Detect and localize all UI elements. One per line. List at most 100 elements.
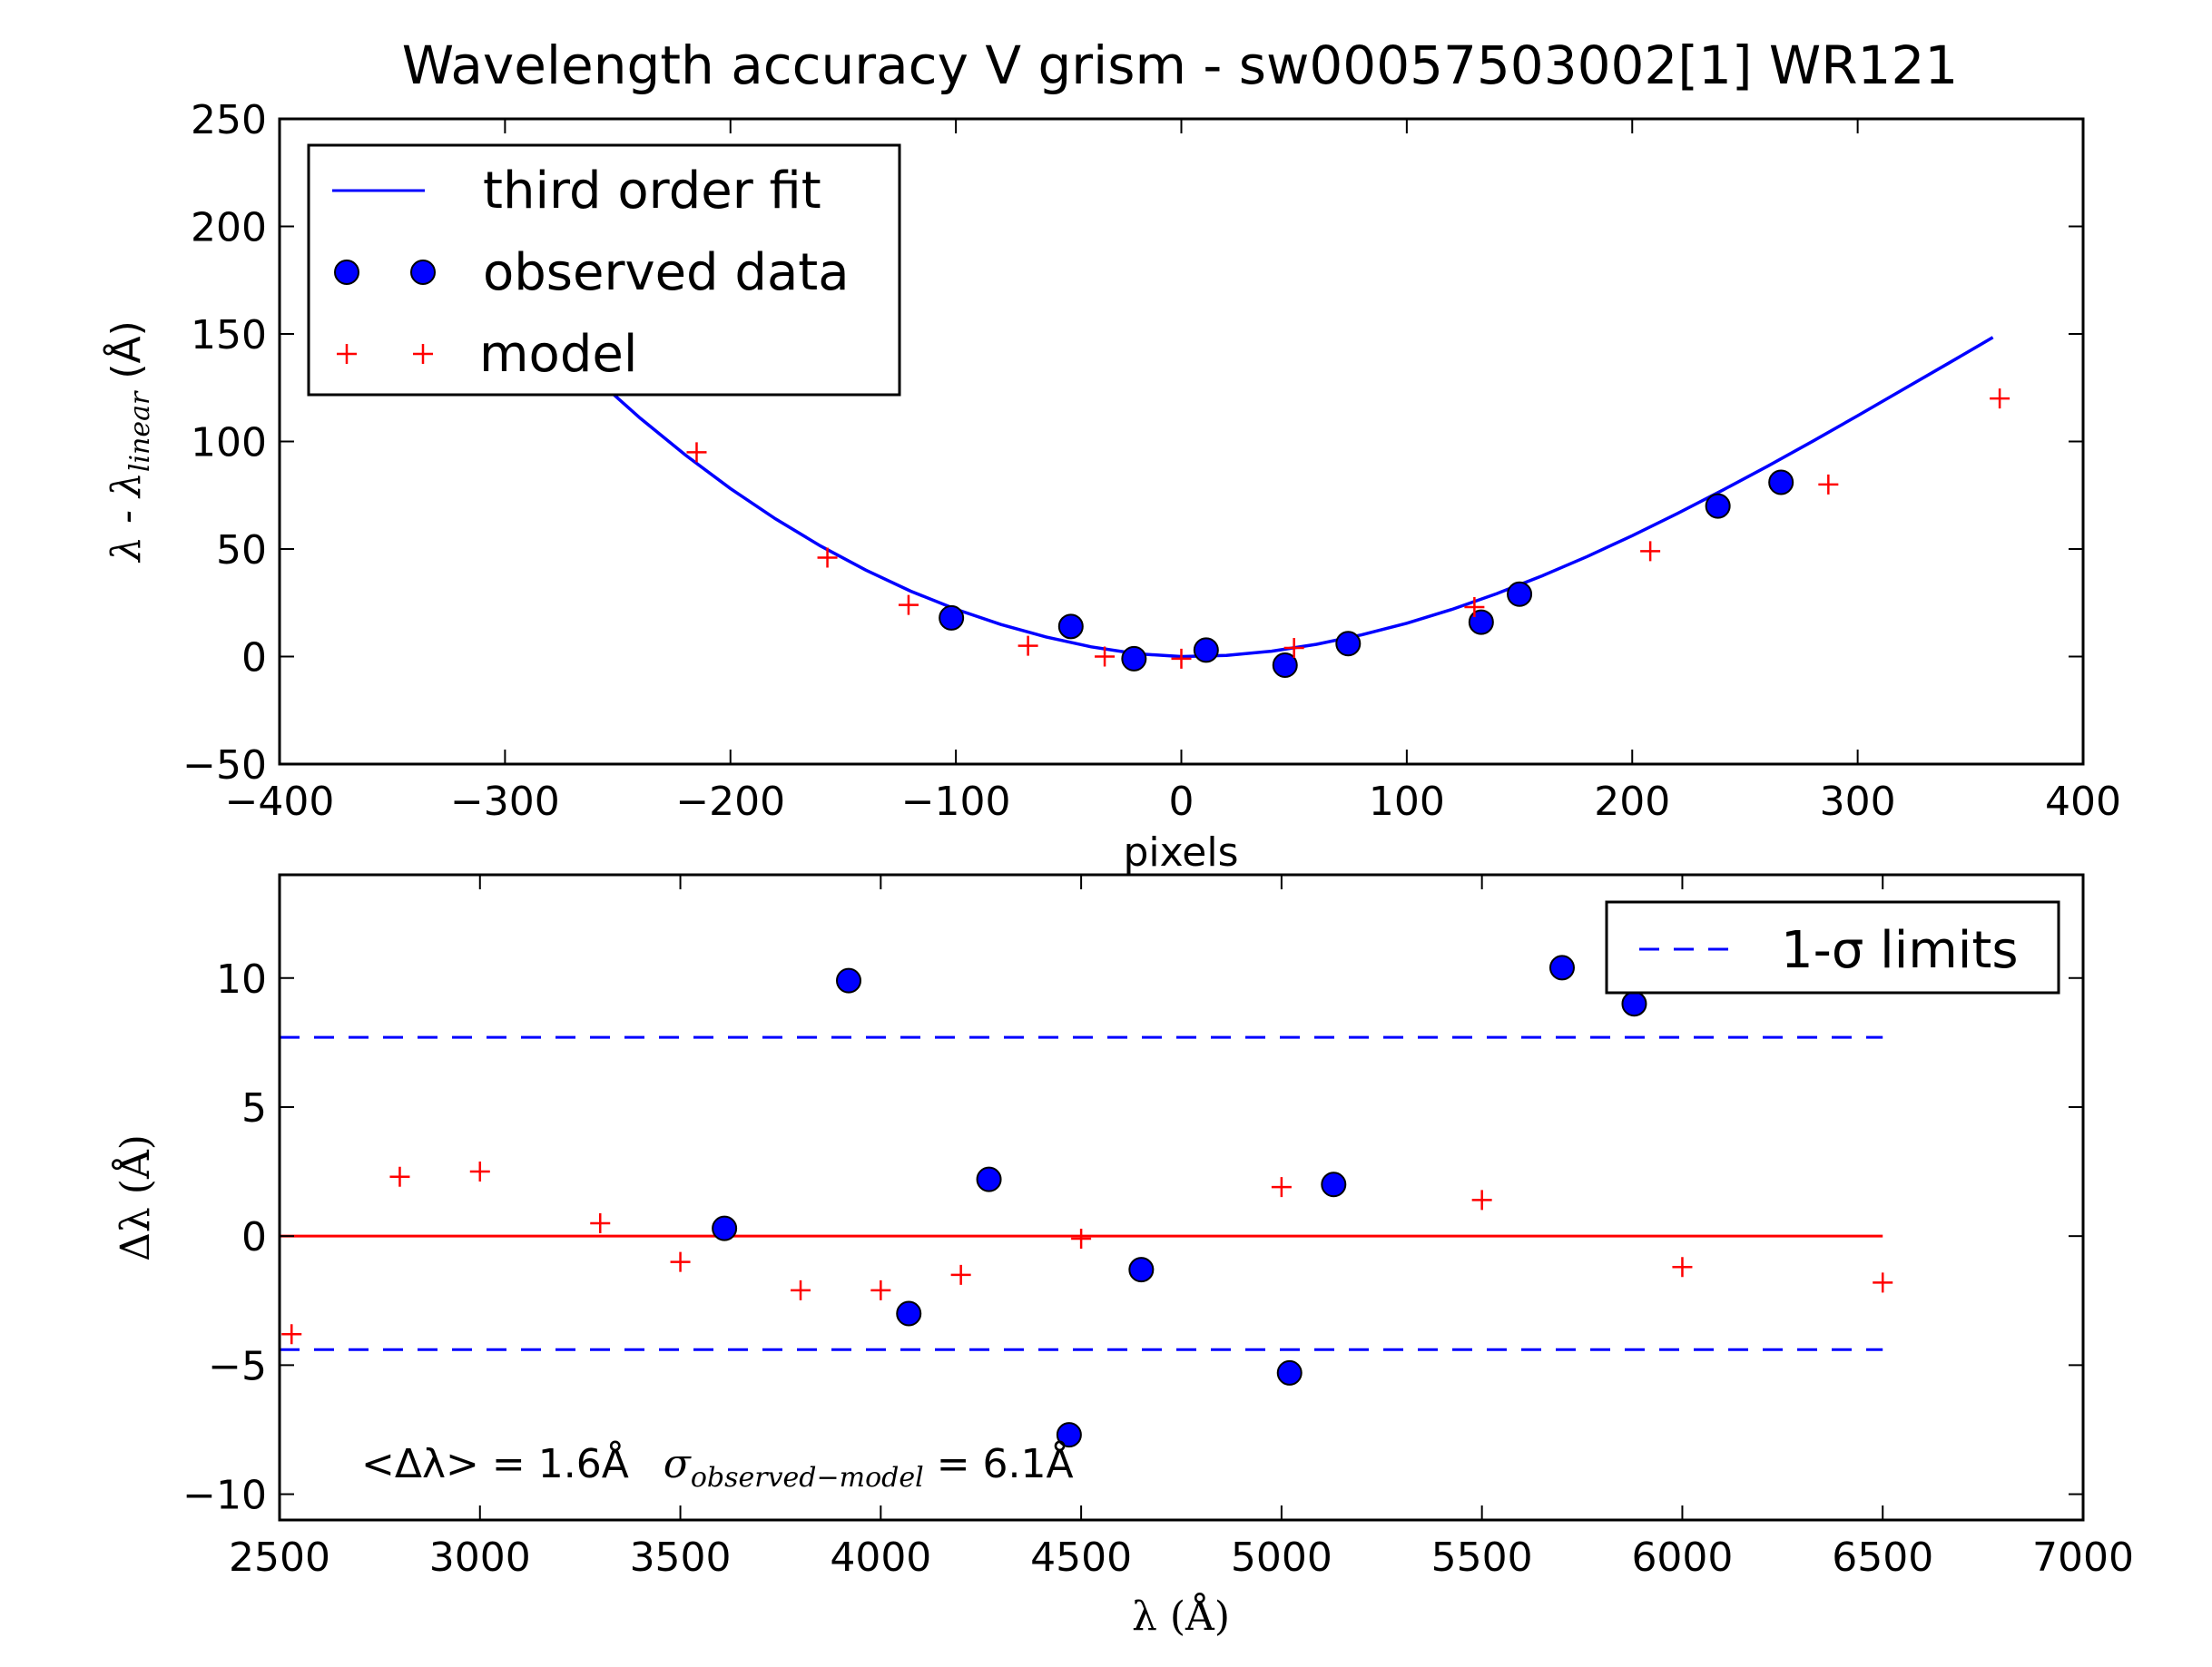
bottom-x-tick-label: 5000	[1231, 1535, 1332, 1581]
top-y-tick-label: 200	[191, 205, 267, 251]
model-point	[686, 442, 707, 463]
top-x-tick-label: −400	[225, 779, 335, 825]
model-residual-point	[1071, 1229, 1092, 1249]
top-y-tick-label: −50	[182, 742, 267, 789]
model-residual-point	[590, 1212, 611, 1233]
observed-residual-point	[896, 1300, 922, 1327]
model-residual-point	[950, 1264, 971, 1285]
model-point	[1095, 646, 1116, 667]
top-x-tick-label: 300	[1820, 779, 1896, 825]
model-residual-point	[389, 1166, 410, 1187]
legend-sigma-label: 1-σ limits	[1781, 921, 2019, 980]
observed-point	[1705, 493, 1731, 519]
bottom-x-tick-label: 4000	[830, 1535, 931, 1581]
top-chart-panel: −400 −300 −200 −100 0 100 200 300 400 −50 0 50 100 15…	[102, 97, 2121, 876]
legend-observed-marker-2	[410, 260, 436, 285]
bottom-axis-ticks: 2500 3000 3500 4000 4500 5000 5500 6000 6500 7000…	[182, 875, 2134, 1581]
observed-point	[939, 604, 965, 631]
bottom-x-tick-label: 3500	[630, 1535, 732, 1581]
bottom-chart-panel: 2500 3000 3500 4000 4500 5000 5500 6000 6500 7000…	[111, 873, 2134, 1640]
chart-title: Wavelength accuracy V grism - sw00057503…	[402, 34, 1959, 96]
model-point	[898, 594, 919, 615]
model-point	[1018, 635, 1038, 656]
top-x-tick-label: −200	[675, 779, 785, 825]
bottom-legend: 1-σ limits	[1605, 900, 2060, 995]
top-legend: third order fit observed data model	[307, 143, 901, 397]
top-plot-content	[594, 336, 2010, 678]
bottom-x-tick-label: 7000	[2032, 1535, 2134, 1581]
top-x-tick-label: 400	[2045, 779, 2121, 825]
bottom-y-tick-label: 0	[241, 1214, 267, 1260]
sigma-subscript: observed−model	[691, 1462, 924, 1494]
observed-residual-point	[1548, 955, 1575, 981]
bottom-plot-frame	[278, 873, 2085, 1522]
observed-residual-point	[1056, 1422, 1082, 1448]
legend-model-marker-2	[413, 344, 433, 364]
bottom-legend-box	[1605, 900, 2060, 995]
observed-point	[1335, 631, 1362, 657]
mean-offset-text: <Δλ> = 1.6Å	[361, 1439, 629, 1487]
model-residual-point	[469, 1162, 490, 1182]
top-y-tick-label: 250	[191, 97, 267, 143]
model-residual-point	[1672, 1257, 1693, 1278]
legend-model-label: model	[479, 325, 637, 384]
bottom-x-tick-label: 5500	[1431, 1535, 1533, 1581]
top-y-tick-label: 100	[191, 420, 267, 466]
top-x-tick-label: 200	[1594, 779, 1670, 825]
top-y-tick-label: 50	[216, 527, 267, 574]
model-residual-point	[670, 1251, 691, 1272]
top-legend-box	[307, 143, 901, 397]
bottom-x-tick-label: 6000	[1631, 1535, 1733, 1581]
observed-point	[1507, 581, 1533, 607]
legend-fit-label: third order fit	[483, 162, 821, 221]
sigma-value-text: = 6.1Å	[924, 1439, 1074, 1487]
model-point	[1640, 541, 1661, 562]
model-point	[1171, 648, 1192, 669]
bottom-plot-content	[280, 955, 1893, 1448]
model-residual-point	[1471, 1190, 1492, 1211]
bottom-x-tick-label: 4500	[1030, 1535, 1132, 1581]
bottom-x-tick-label: 6500	[1832, 1535, 1933, 1581]
bottom-x-tick-label: 3000	[429, 1535, 531, 1581]
model-point	[1464, 596, 1485, 617]
legend-observed-label: observed data	[483, 243, 850, 302]
bottom-y-axis-label: Δλ (Å)	[111, 1134, 159, 1261]
bottom-y-tick-label: 5	[241, 1085, 267, 1132]
model-residual-point	[1271, 1177, 1292, 1198]
observed-residual-point	[836, 967, 862, 994]
observed-residual-point	[1621, 991, 1647, 1017]
observed-point	[1468, 609, 1494, 635]
observed-residual-point	[1276, 1359, 1303, 1386]
observed-residual-point	[976, 1166, 1002, 1192]
top-x-tick-label: −100	[901, 779, 1011, 825]
sigma-symbol: σ	[664, 1441, 693, 1487]
top-x-tick-label: 100	[1369, 779, 1445, 825]
model-point	[1283, 638, 1304, 659]
observed-residual-point	[712, 1215, 738, 1241]
top-y-tick-label: 150	[191, 312, 267, 358]
model-residual-point	[870, 1280, 891, 1300]
stats-annotation: <Δλ> = 1.6Å σobserved−model = 6.1Å	[361, 1439, 1074, 1494]
observed-point	[1193, 637, 1219, 663]
top-x-tick-label: −300	[450, 779, 560, 825]
model-point	[817, 547, 838, 568]
observed-residual-point	[1321, 1172, 1347, 1198]
observed-point	[1272, 652, 1298, 678]
top-y-axis-label: λ - λlinear(Å)	[102, 320, 156, 564]
bottom-y-tick-label: −5	[208, 1343, 267, 1389]
legend-model-marker-1	[337, 344, 357, 364]
observed-point	[1121, 645, 1147, 672]
model-residual-point	[281, 1324, 302, 1345]
model-residual-point	[791, 1280, 811, 1300]
observed-residual-point	[1128, 1257, 1155, 1283]
observed-point	[1057, 613, 1084, 640]
model-residual-point	[1873, 1272, 1893, 1293]
bottom-x-tick-label: 2500	[229, 1535, 330, 1581]
top-axis-ticks: −400 −300 −200 −100 0 100 200 300 400 −50 0 50 100 15…	[182, 97, 2121, 825]
bottom-y-tick-label: 10	[216, 956, 267, 1003]
top-x-tick-label: 0	[1169, 779, 1194, 825]
bottom-x-axis-label: λ (Å)	[1132, 1592, 1230, 1640]
top-x-axis-label: pixels	[1123, 829, 1238, 876]
observed-point	[1768, 469, 1794, 495]
